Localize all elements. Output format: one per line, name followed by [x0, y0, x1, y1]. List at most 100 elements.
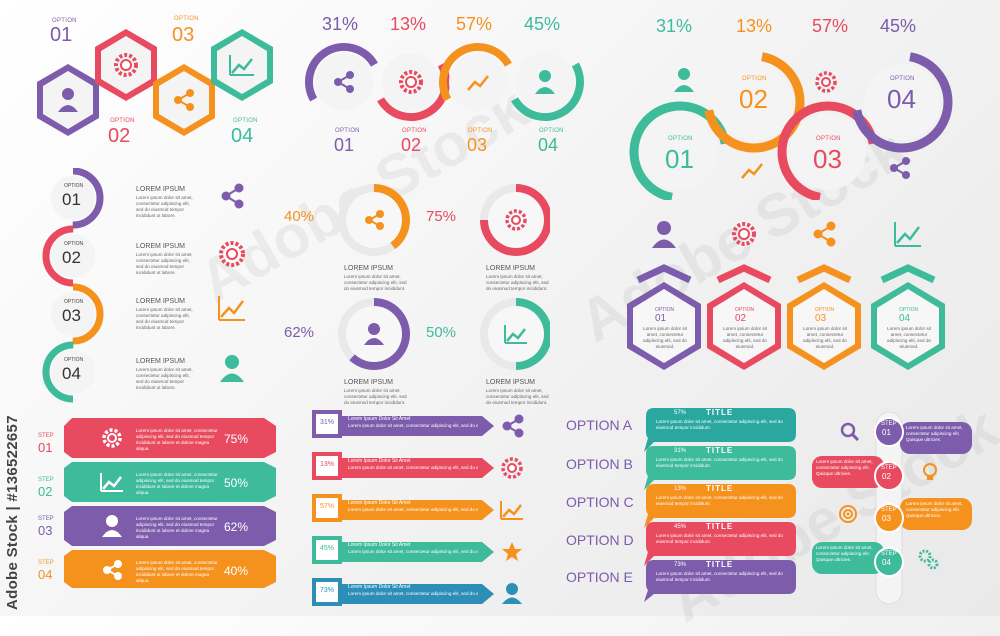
share-icon	[502, 414, 524, 438]
donut-pct-3: 62%	[284, 324, 315, 341]
big-circle-pct-3: 57%	[812, 16, 849, 36]
stepbar-num-2: 02	[38, 484, 53, 499]
target-icon	[839, 505, 857, 523]
arrowbar-pct-1: 31%	[320, 419, 335, 426]
donut-text-2: Lorem ipsum dolor sit amet, consectetur …	[486, 274, 549, 291]
donut-charts	[338, 184, 550, 370]
circle-row-label-1: OPTION	[335, 128, 360, 134]
timeline-text-4: Lorem ipsum dolor sit amet, consectetur …	[816, 545, 873, 562]
shield-num-2: 02	[735, 313, 747, 324]
option-tab-text-c: Lorem ipsum dolor sit amet, consectetur …	[656, 495, 783, 506]
option-tab-text-b: Lorem ipsum dolor sit amet, consectetur …	[656, 457, 783, 468]
arrowbar-title-3: Lorem Ipsum Dolor Sit Amet	[348, 500, 411, 506]
circle-row-label-2: OPTION	[402, 128, 427, 134]
stepbar-text-3: Lorem ipsum dolor sit amet, consectetur …	[136, 516, 218, 539]
user-icon	[220, 355, 244, 382]
option-tab-label-a: OPTION A	[566, 417, 633, 433]
arrowbar-pct-2: 13%	[320, 461, 335, 468]
user-icon	[674, 68, 694, 92]
arrowbar-text-4: Lorem ipsum dolor sit amet, consectetur …	[348, 549, 478, 554]
timeline-label-4: STEP	[881, 551, 897, 557]
chart-icon	[100, 473, 123, 492]
option-tab-text-a: Lorem ipsum dolor sit amet, consectetur …	[656, 419, 783, 430]
option-tabs	[644, 408, 796, 602]
hex-num-01: 01	[50, 24, 73, 46]
option-tab-title-e: TITLE	[706, 560, 734, 569]
vlist-text-2: Lorem ipsum dolor sit amet, consectetur …	[136, 252, 193, 275]
circle-row-num-3: 03	[467, 135, 488, 155]
stepbar-label-2: STEP	[38, 477, 54, 483]
vlist-text-4: Lorem ipsum dolor sit amet, consectetur …	[136, 367, 193, 390]
timeline-text-3: Lorem ipsum dolor sit amet, consectetur …	[906, 501, 963, 518]
circle-row-pct-2: 13%	[390, 14, 427, 34]
timeline-num-1: 01	[882, 428, 891, 437]
stepbar-pct-4: 40%	[224, 564, 249, 578]
shield-hexes	[627, 221, 945, 370]
shield-text-3: Lorem ipsum dolor sit amet, consectetur …	[803, 326, 847, 349]
step-bars	[64, 418, 276, 588]
donut-pct-1: 40%	[284, 208, 315, 225]
donut-title-1: LOREM IPSUM	[344, 265, 394, 272]
option-tab-pct-b: 31%	[674, 448, 687, 454]
stepbar-label-1: STEP	[38, 433, 54, 439]
stepbar-num-4: 04	[38, 567, 53, 582]
option-tab-text-e: Lorem ipsum dolor sit amet, consectetur …	[656, 571, 783, 582]
circle-row-pct-4: 45%	[524, 14, 561, 34]
bulb-icon	[923, 463, 937, 480]
big-circle-label-3: OPTION	[816, 136, 841, 142]
big-circle-num-1: 01	[665, 144, 694, 174]
hex-label-01: OPTION	[52, 18, 77, 24]
stepbar-text-1: Lorem ipsum dolor sit amet, consectetur …	[136, 428, 218, 451]
circle-row-num-2: 02	[401, 135, 422, 155]
arrowbar-text-2: Lorem ipsum dolor sit amet, consectetur …	[348, 465, 478, 470]
shield-num-3: 03	[815, 313, 827, 324]
option-tab-label-d: OPTION D	[566, 532, 634, 548]
stepbar-num-1: 01	[38, 440, 53, 455]
vlist-label-4: OPTION	[64, 357, 84, 363]
circle-row-pct-1: 31%	[322, 14, 359, 34]
donut-text-3: Lorem ipsum dolor sit amet, consectetur …	[344, 388, 407, 405]
timeline	[812, 412, 972, 605]
option-tab-title-d: TITLE	[706, 522, 734, 531]
vlist-num-2: 02	[62, 248, 81, 267]
star-icon	[502, 542, 522, 561]
big-circle-label-2: OPTION	[742, 76, 767, 82]
big-circle-label-4: OPTION	[890, 76, 915, 82]
vertical-list-circles	[42, 168, 104, 403]
vlist-text-1: Lorem ipsum dolor sit amet, consectetur …	[136, 195, 193, 218]
stepbar-label-3: STEP	[38, 516, 54, 522]
hex-option-01	[37, 64, 99, 136]
user-icon	[364, 323, 384, 345]
share-icon	[365, 210, 384, 230]
vlist-num-1: 01	[62, 190, 81, 209]
arrowbar-title-4: Lorem Ipsum Dolor Sit Amet	[348, 542, 411, 548]
hex-label-04: OPTION	[233, 118, 258, 124]
option-tab-pct-a: 57%	[674, 410, 687, 416]
chart-icon	[218, 296, 245, 321]
arrowbar-title-2: Lorem Ipsum Dolor Sit Amet	[348, 458, 411, 464]
hex-num-04: 04	[231, 125, 254, 147]
donut-pct-2: 75%	[426, 208, 457, 225]
arrowbar-text-1: Lorem ipsum dolor sit amet, consectetur …	[348, 423, 478, 428]
stepbar-num-3: 03	[38, 523, 53, 538]
timeline-num-4: 04	[882, 558, 891, 567]
donut-text-1: Lorem ipsum dolor sit amet, consectetur …	[344, 274, 407, 291]
hex-group	[37, 29, 273, 136]
option-tab-label-c: OPTION C	[566, 494, 634, 510]
hex-label-02: OPTION	[110, 118, 135, 124]
arrowbar-text-3: Lorem ipsum dolor sit amet, consectetur …	[348, 507, 478, 512]
hex-label-03: OPTION	[174, 16, 199, 22]
big-circle-pct-1: 31%	[656, 16, 693, 36]
circle-row-label-4: OPTION	[539, 128, 564, 134]
arrowbar-title-1: Lorem Ipsum Dolor Sit Amet	[348, 416, 411, 422]
vlist-label-3: OPTION	[64, 299, 84, 305]
chart-icon	[504, 325, 527, 344]
shield-text-1: Lorem ipsum dolor sit amet, consectetur …	[643, 326, 687, 349]
user-icon	[102, 515, 122, 537]
big-circle-pct-2: 13%	[736, 16, 773, 36]
timeline-text-1: Lorem ipsum dolor sit amet, consectetur …	[906, 425, 963, 442]
donut-title-3: LOREM IPSUM	[344, 379, 394, 386]
shield-label-1: OPTION	[655, 307, 675, 313]
user-icon	[502, 583, 522, 604]
stepbar-pct-2: 50%	[224, 476, 249, 490]
